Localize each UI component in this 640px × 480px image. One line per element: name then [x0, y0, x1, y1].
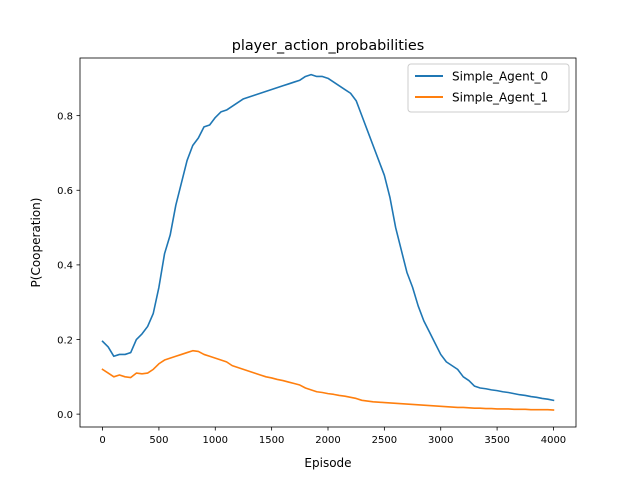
x-tick-label: 1000: [203, 435, 228, 446]
legend-label-simple-agent-0: Simple_Agent_0: [452, 70, 548, 84]
y-tick-label: 0.0: [57, 410, 73, 421]
y-tick-label: 0.6: [57, 186, 73, 197]
plot-frame: [79, 57, 577, 428]
y-axis-label: P(Cooperation): [29, 198, 43, 288]
y-tick-label: 0.4: [57, 261, 73, 272]
y-tick-label: 0.2: [57, 335, 73, 346]
x-tick-label: 3000: [428, 435, 453, 446]
x-axis-label: Episode: [304, 456, 351, 470]
x-axis-ticks: 0 500 1000 1500 2000 2500 3000 3500 4000: [99, 427, 566, 446]
x-tick-label: 2000: [315, 435, 340, 446]
series-line-simple-agent-1: [101, 349, 555, 411]
plot-lines: [101, 73, 555, 411]
legend-frame: [407, 63, 570, 113]
x-tick-label: 0: [99, 435, 105, 446]
y-tick-label: 0.8: [57, 111, 73, 122]
x-tick-label: 2500: [372, 435, 397, 446]
series-line-simple-agent-0: [101, 73, 555, 402]
y-axis-ticks: 0.0 0.2 0.4 0.6 0.8: [57, 111, 80, 421]
x-tick-label: 3500: [484, 435, 509, 446]
x-tick-label: 1500: [259, 435, 284, 446]
x-tick-label: 4000: [541, 435, 566, 446]
chart-title: player_action_probabilities: [232, 38, 425, 54]
legend: Simple_Agent_0 Simple_Agent_1: [407, 63, 570, 113]
x-tick-label: 500: [149, 435, 168, 446]
legend-label-simple-agent-1: Simple_Agent_1: [452, 91, 548, 105]
